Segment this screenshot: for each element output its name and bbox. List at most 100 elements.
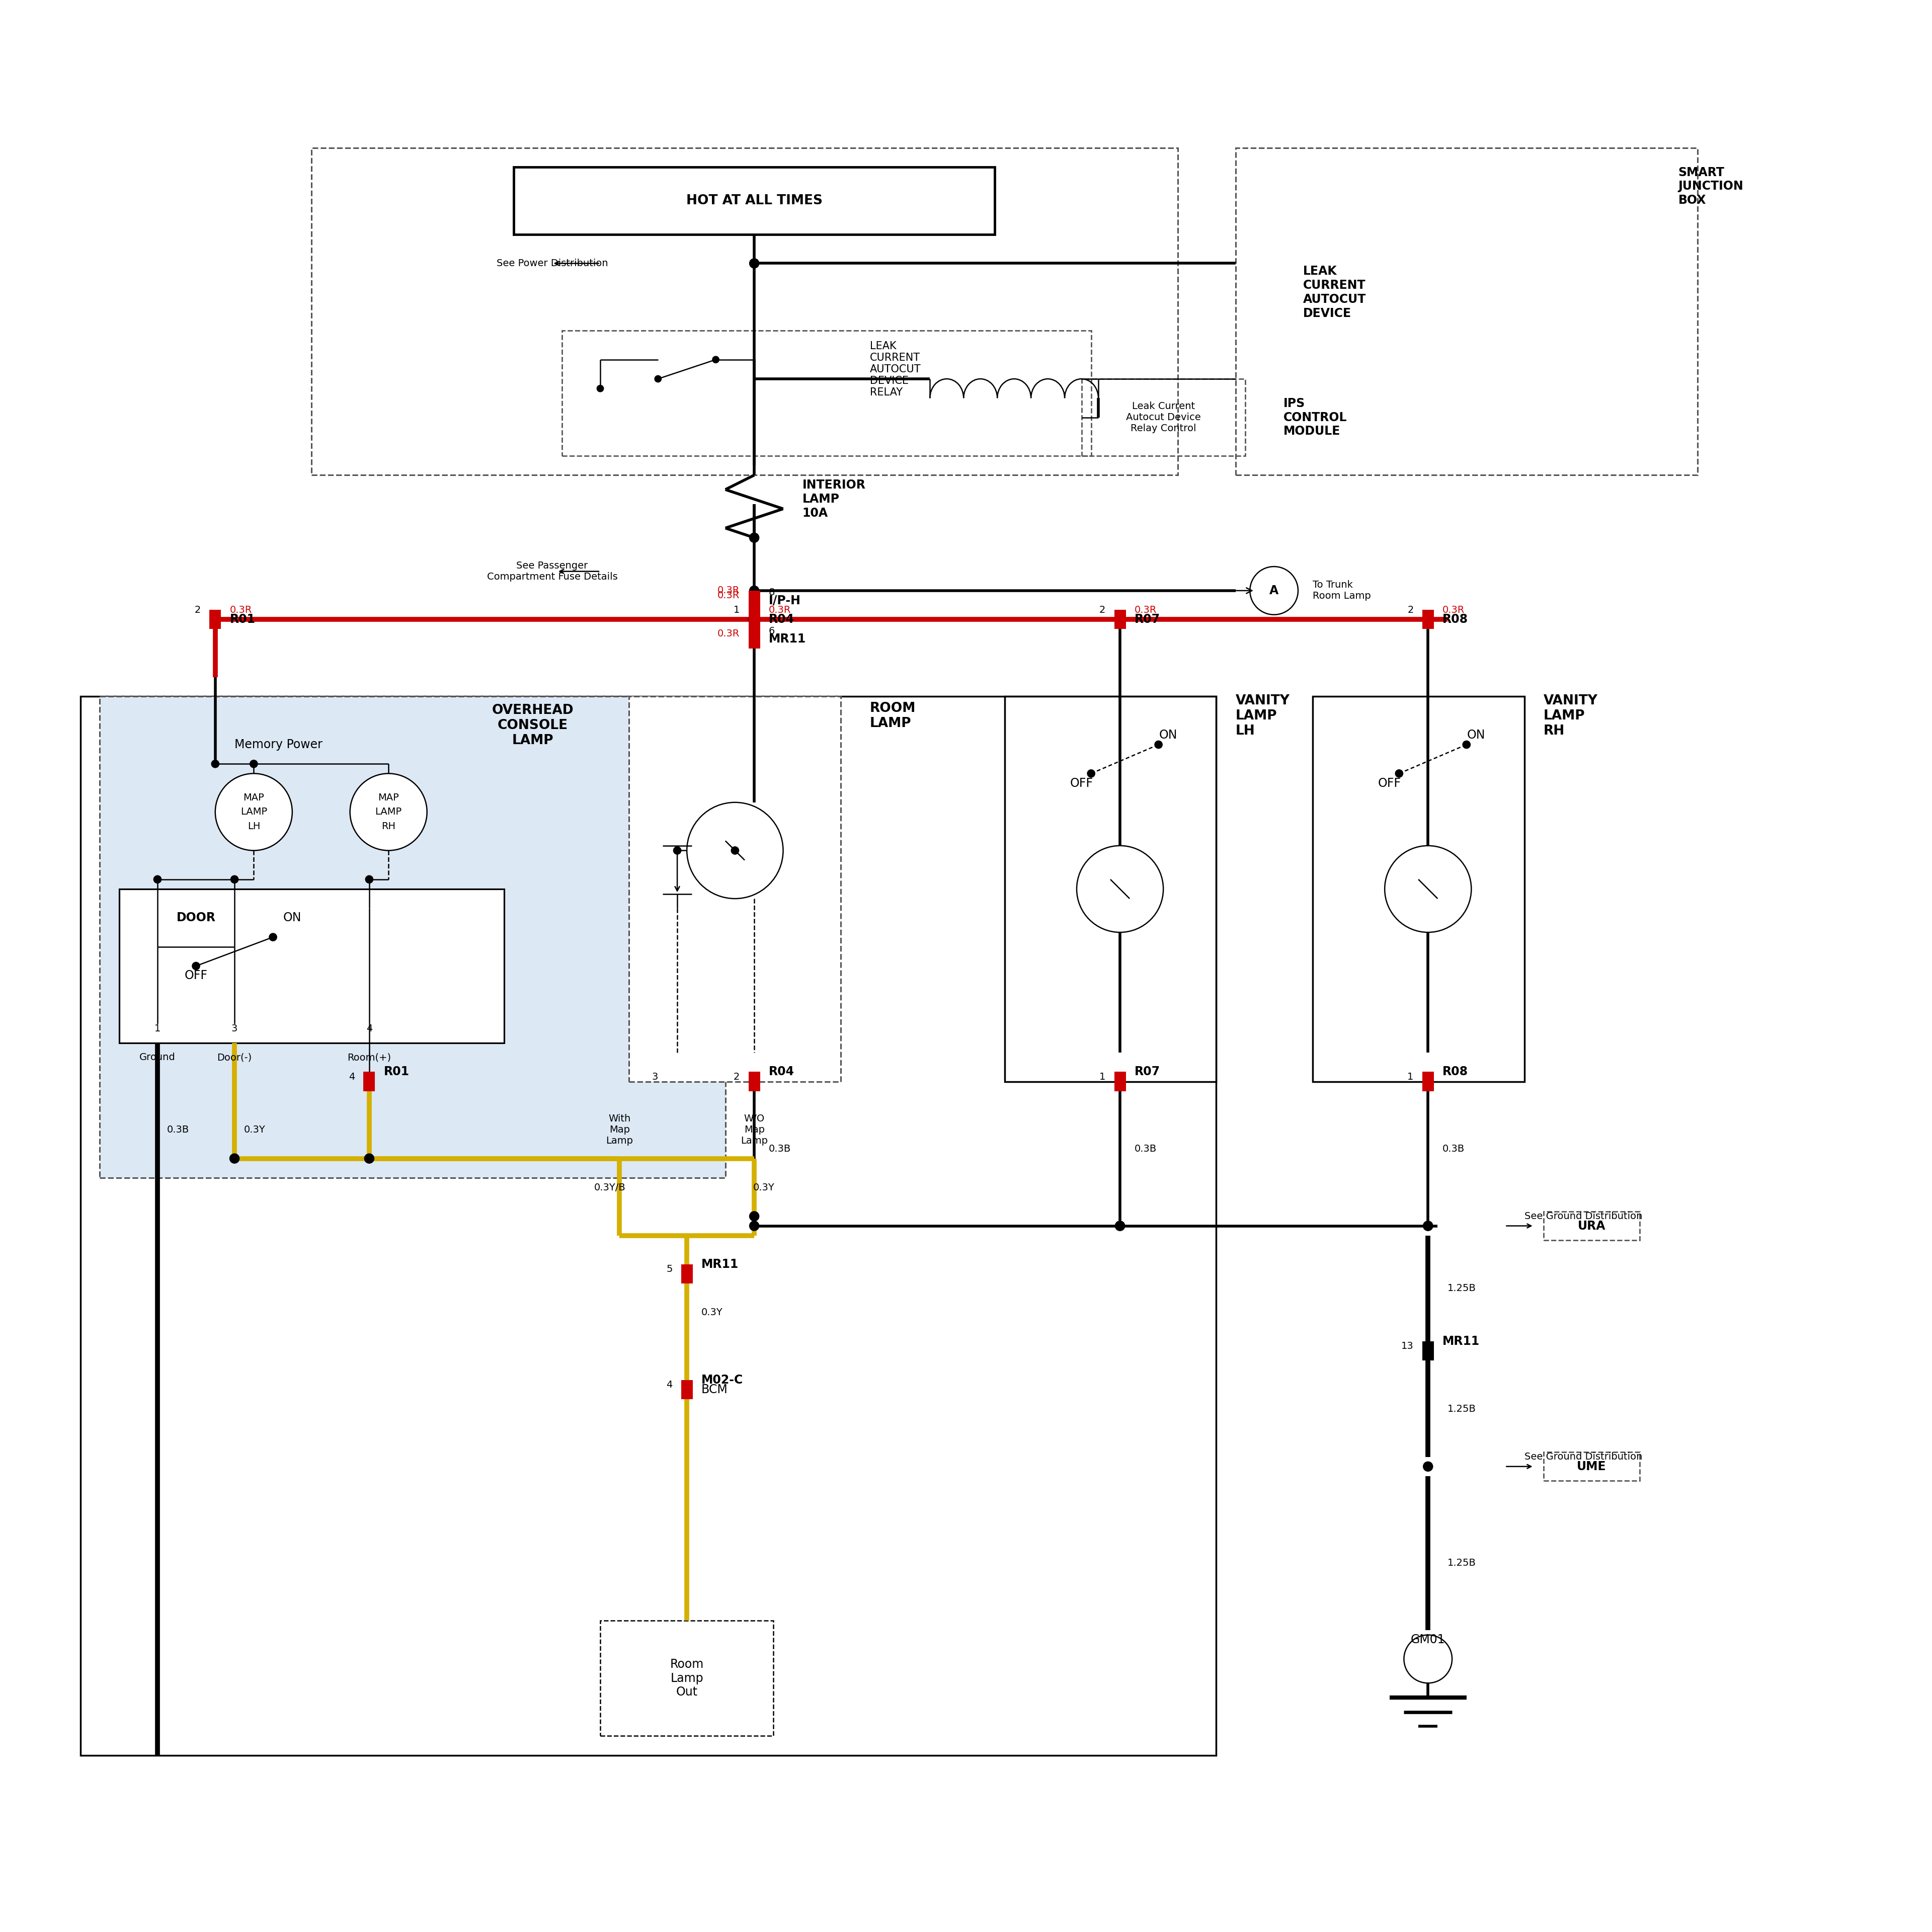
- Text: 0.3Y/B: 0.3Y/B: [593, 1182, 626, 1192]
- Text: ON: ON: [1159, 728, 1177, 742]
- Bar: [1115, 611, 1126, 630]
- Bar: [601, 1621, 773, 1737]
- Text: ON: ON: [284, 912, 301, 923]
- Bar: [1422, 1341, 1434, 1360]
- Bar: [311, 149, 1179, 475]
- Circle shape: [1115, 1221, 1124, 1231]
- Text: 1.25B: 1.25B: [1447, 1283, 1476, 1293]
- Text: 0.3R: 0.3R: [1443, 605, 1464, 614]
- Bar: [1115, 1072, 1126, 1092]
- Circle shape: [155, 875, 162, 883]
- Circle shape: [214, 773, 292, 850]
- Circle shape: [597, 384, 603, 392]
- Text: INTERIOR
LAMP
10A: INTERIOR LAMP 10A: [802, 479, 866, 520]
- Text: LAMP: LAMP: [375, 808, 402, 817]
- Text: R04: R04: [769, 1066, 794, 1078]
- Circle shape: [269, 933, 276, 941]
- Text: LH: LH: [247, 821, 261, 831]
- Text: See Ground Distribution: See Ground Distribution: [1524, 1211, 1642, 1221]
- Circle shape: [350, 773, 427, 850]
- Text: R01: R01: [384, 1066, 410, 1078]
- Text: Room
Lamp
Out: Room Lamp Out: [670, 1658, 703, 1698]
- Text: MR11: MR11: [769, 632, 806, 645]
- Text: Door(-): Door(-): [216, 1053, 251, 1063]
- Circle shape: [688, 802, 782, 898]
- Circle shape: [750, 1211, 759, 1221]
- Circle shape: [750, 585, 759, 595]
- Text: MR11: MR11: [1443, 1335, 1480, 1347]
- Text: 0.3B: 0.3B: [769, 1144, 790, 1153]
- Text: GM01: GM01: [1410, 1634, 1445, 1646]
- Circle shape: [365, 1153, 375, 1163]
- Text: 6: 6: [769, 626, 775, 636]
- Text: LEAK
CURRENT
AUTOCUT
DEVICE: LEAK CURRENT AUTOCUT DEVICE: [1302, 265, 1366, 319]
- Text: 0.3R: 0.3R: [230, 605, 251, 614]
- Bar: [120, 889, 504, 1043]
- Circle shape: [655, 375, 661, 383]
- Bar: [748, 1072, 759, 1092]
- Text: ON: ON: [1466, 728, 1486, 742]
- Text: Leak Current
Autocut Device
Relay Control: Leak Current Autocut Device Relay Contro…: [1126, 402, 1200, 433]
- Bar: [748, 611, 759, 630]
- Text: ROOM
LAMP: ROOM LAMP: [869, 701, 916, 730]
- Text: A: A: [1269, 585, 1279, 597]
- Text: See Power Distribution: See Power Distribution: [497, 259, 609, 269]
- Text: HOT AT ALL TIMES: HOT AT ALL TIMES: [686, 195, 823, 207]
- Text: IPS
CONTROL
MODULE: IPS CONTROL MODULE: [1283, 398, 1347, 437]
- Text: UME: UME: [1577, 1461, 1605, 1472]
- Circle shape: [1088, 769, 1095, 777]
- Text: OFF: OFF: [1070, 777, 1094, 788]
- Circle shape: [1463, 740, 1470, 748]
- Circle shape: [249, 759, 257, 767]
- Bar: [748, 591, 759, 611]
- Circle shape: [1405, 1634, 1453, 1683]
- Text: LAMP: LAMP: [240, 808, 267, 817]
- Text: 0.3B: 0.3B: [1134, 1144, 1157, 1153]
- Text: M02-C: M02-C: [701, 1374, 744, 1385]
- Bar: [1544, 1211, 1640, 1240]
- Text: Room(+): Room(+): [348, 1053, 390, 1063]
- Text: 2: 2: [1099, 605, 1105, 614]
- Bar: [1312, 697, 1524, 1082]
- Circle shape: [1424, 1463, 1434, 1472]
- Circle shape: [674, 846, 682, 854]
- Text: 1.25B: 1.25B: [1447, 1405, 1476, 1414]
- Text: R07: R07: [1134, 1066, 1159, 1078]
- Text: 1: 1: [734, 605, 740, 614]
- Bar: [682, 1264, 694, 1283]
- Circle shape: [191, 962, 199, 970]
- Text: 2: 2: [195, 605, 201, 614]
- Bar: [1005, 697, 1217, 1082]
- Text: 0.3Y: 0.3Y: [753, 1182, 775, 1192]
- Text: R01: R01: [230, 614, 255, 626]
- Circle shape: [750, 1221, 759, 1231]
- Text: 4: 4: [667, 1379, 672, 1389]
- Text: R07: R07: [1134, 614, 1159, 626]
- Text: URA: URA: [1578, 1219, 1605, 1233]
- Circle shape: [1250, 566, 1298, 614]
- Bar: [630, 697, 840, 1082]
- Text: VANITY
LAMP
RH: VANITY LAMP RH: [1544, 694, 1598, 738]
- Bar: [1422, 611, 1434, 630]
- Text: 1: 1: [155, 1024, 160, 1034]
- Circle shape: [1424, 1221, 1434, 1231]
- Circle shape: [230, 1153, 240, 1163]
- Circle shape: [211, 759, 218, 767]
- Text: MAP: MAP: [379, 792, 400, 802]
- Circle shape: [1385, 846, 1472, 933]
- Text: 2: 2: [1406, 605, 1414, 614]
- Text: RH: RH: [381, 821, 396, 831]
- Text: LEAK
CURRENT
AUTOCUT
DEVICE
RELAY: LEAK CURRENT AUTOCUT DEVICE RELAY: [869, 340, 922, 398]
- Text: BCM: BCM: [701, 1383, 728, 1395]
- Text: I/P-H: I/P-H: [769, 595, 802, 607]
- Circle shape: [750, 259, 759, 269]
- Text: See Ground Distribution: See Ground Distribution: [1524, 1453, 1642, 1463]
- Text: See Passenger
Compartment Fuse Details: See Passenger Compartment Fuse Details: [487, 560, 618, 582]
- Bar: [1235, 149, 1698, 475]
- Text: 0.3R: 0.3R: [717, 585, 740, 595]
- Text: DOOR: DOOR: [176, 912, 216, 923]
- Text: OFF: OFF: [184, 970, 207, 981]
- Text: OVERHEAD
CONSOLE
LAMP: OVERHEAD CONSOLE LAMP: [493, 703, 574, 748]
- Text: 0.3R: 0.3R: [1134, 605, 1157, 614]
- Text: 0.3Y: 0.3Y: [701, 1308, 723, 1318]
